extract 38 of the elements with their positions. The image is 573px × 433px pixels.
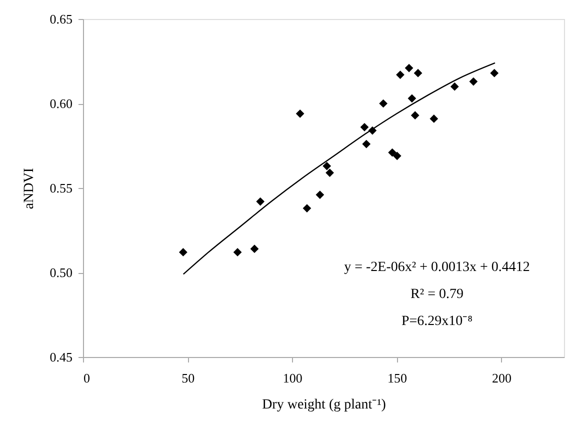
point	[250, 244, 259, 254]
point	[326, 168, 334, 177]
point	[414, 68, 422, 78]
point	[379, 99, 388, 108]
point	[322, 162, 332, 170]
x-tick-label: 150	[387, 370, 407, 386]
point	[490, 68, 499, 78]
point	[233, 248, 242, 256]
point	[362, 140, 371, 148]
point	[360, 122, 369, 132]
y-tick-label: 0.45	[50, 350, 72, 364]
point	[178, 248, 188, 256]
x-axis-title: Dry weight (g plant⁻¹)	[262, 398, 386, 412]
point	[430, 114, 438, 123]
point	[392, 152, 402, 160]
point	[302, 204, 312, 212]
annotation: R² = 0.79	[410, 287, 464, 302]
y-tick-label: 0.50	[50, 265, 72, 280]
point	[396, 70, 404, 79]
annotation: P=6.29x10⁻⁸	[401, 314, 473, 329]
point	[388, 148, 396, 157]
point	[256, 197, 265, 206]
x-tick-label: 0	[84, 370, 90, 386]
y-axis-title: aNDVI	[22, 168, 37, 210]
point	[450, 82, 459, 91]
point	[404, 64, 414, 72]
point	[296, 109, 304, 118]
x-tick-label: 50	[182, 370, 195, 386]
point	[408, 94, 416, 103]
point	[410, 111, 420, 120]
point	[316, 190, 324, 199]
y-tick-label: 0.55	[50, 180, 72, 196]
y-tick-label: 0.60	[50, 96, 72, 111]
point	[469, 77, 478, 86]
annotation: y = -2E-06x² + 0.0013x + 0.4412	[344, 260, 530, 275]
y-tick-label: 0.65	[50, 12, 72, 26]
x-tick-label: 100	[282, 370, 302, 386]
x-tick-label: 200	[492, 370, 512, 386]
